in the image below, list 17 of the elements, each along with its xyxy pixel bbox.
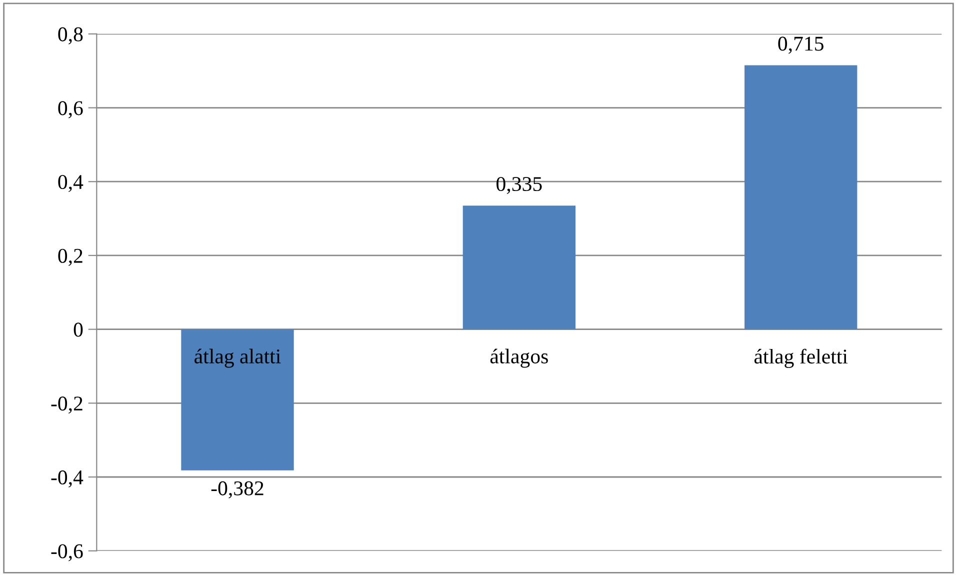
bar: [181, 329, 294, 470]
y-tick-label: -0,2: [51, 396, 82, 414]
bar: [744, 65, 858, 330]
y-tick-label: 0,6: [58, 101, 83, 118]
bar: [462, 206, 576, 330]
x-tick-label: átlag feletti: [754, 348, 848, 368]
data-label: 0,715: [778, 36, 824, 54]
x-tick-label: átlag alatti: [194, 348, 281, 368]
x-tick-label: átlagos: [490, 348, 548, 368]
y-tick-label: 0,2: [58, 248, 82, 266]
y-tick-label: -0,6: [51, 544, 83, 562]
y-tick-label: 0,4: [58, 174, 84, 192]
data-label: -0,382: [211, 481, 264, 498]
data-label: 0,335: [496, 176, 542, 194]
y-tick-label: 0: [74, 322, 83, 337]
y-tick-label: -0,4: [51, 470, 84, 488]
y-tick-label: 0,8: [58, 27, 83, 44]
